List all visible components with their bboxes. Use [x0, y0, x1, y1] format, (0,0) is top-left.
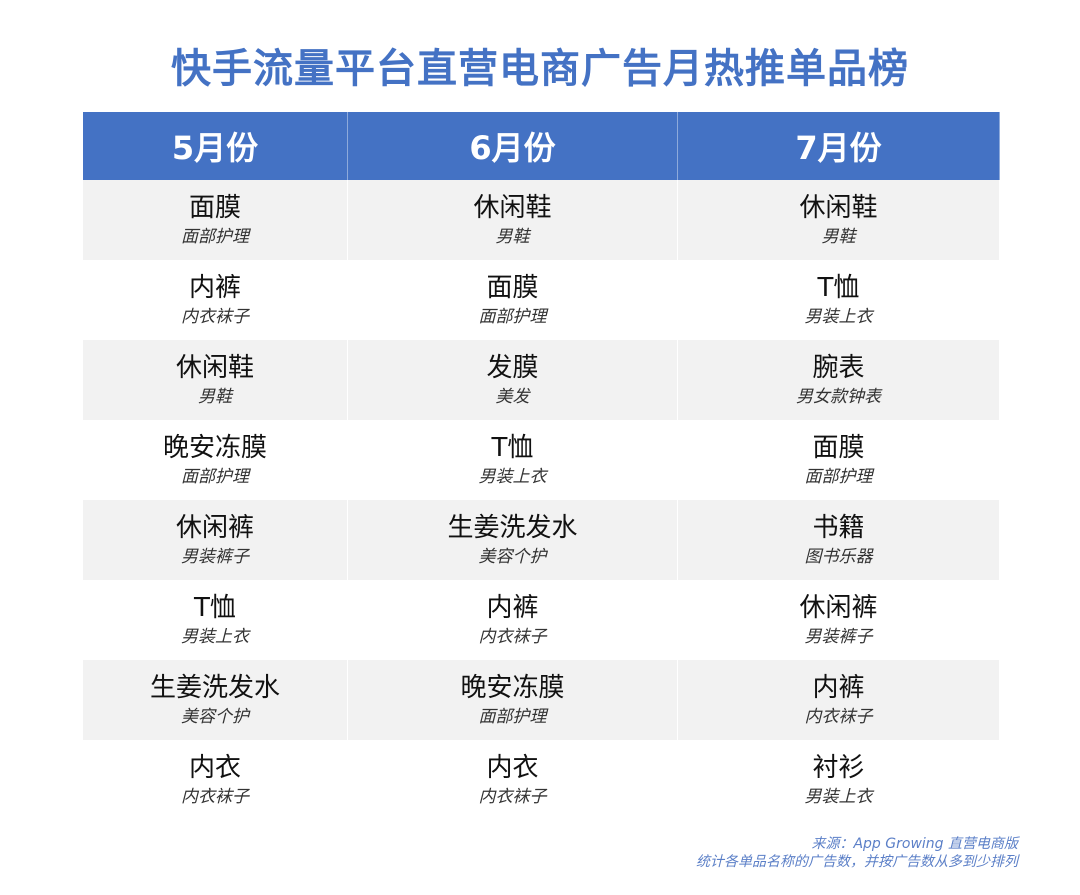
- table-cell-may-rank-3: 休闲鞋 男鞋: [83, 340, 348, 420]
- product-category: 男装上衣: [181, 627, 249, 647]
- product-category: 内衣袜子: [478, 627, 547, 647]
- product-category: 内衣袜子: [804, 707, 873, 727]
- table-cell-july-rank-1: 休闲鞋 男鞋: [678, 180, 1000, 260]
- table-cell-june-rank-7: 晚安冻膜 面部护理: [348, 660, 678, 740]
- product-name: 晚安冻膜: [460, 673, 565, 703]
- ranking-table: 5月份 6月份 7月份 面膜 面部护理 休闲鞋 男鞋 休闲鞋 男鞋 内裤 内衣袜子 面膜 面部护理…: [83, 112, 1000, 820]
- method-note: 统计各单品名称的广告数，并按广告数从多到少排列: [696, 854, 1018, 870]
- table-cell-june-rank-1: 休闲鞋 男鞋: [348, 180, 678, 260]
- table-cell-july-rank-4: 面膜 面部护理: [678, 420, 1000, 500]
- product-name: 面膜: [812, 433, 865, 463]
- source-note: 来源：App Growing 直营电商版: [811, 836, 1018, 852]
- table-cell-may-rank-5: 休闲裤 男装裤子: [83, 500, 348, 580]
- table-cell-july-rank-7: 内裤 内衣袜子: [678, 660, 1000, 740]
- product-name: 内裤: [812, 673, 865, 703]
- product-name: 面膜: [188, 193, 241, 223]
- product-category: 男鞋: [198, 387, 232, 407]
- product-category: 面部护理: [478, 707, 547, 727]
- product-category: 男装裤子: [181, 547, 249, 567]
- product-name: 休闲鞋: [799, 193, 878, 223]
- table-cell-may-rank-6: T恤男装上衣: [83, 580, 348, 660]
- product-name: 内衣: [188, 753, 241, 783]
- product-name: 书籍: [812, 513, 865, 543]
- table-cell-june-rank-2: 面膜 面部护理: [348, 260, 678, 340]
- table-cell-june-rank-3: 发膜 美发: [348, 340, 678, 420]
- product-name: 面膜: [486, 273, 539, 303]
- product-name: 内裤: [188, 273, 241, 303]
- product-name: T恤: [194, 593, 236, 623]
- page-title: 快手流量平台直营电商广告月热推单品榜: [171, 46, 909, 92]
- table-cell-june-rank-6: 内裤 内衣袜子: [348, 580, 678, 660]
- table-cell-july-rank-6: 休闲裤 男装裤子: [678, 580, 1000, 660]
- table-cell-may-rank-8: 内衣 内衣袜子: [83, 740, 348, 820]
- product-category: 男装上衣: [804, 787, 873, 807]
- product-name: 休闲裤: [799, 593, 878, 623]
- product-category: 男鞋: [821, 227, 856, 247]
- table-cell-july-rank-2: T恤男装上衣: [678, 260, 1000, 340]
- column-header-may: 5月份: [83, 112, 348, 180]
- product-name: 生姜洗发水: [149, 673, 280, 703]
- product-category: 内衣袜子: [181, 787, 249, 807]
- product-category: 美发: [495, 387, 530, 407]
- table-cell-june-rank-8: 内衣 内衣袜子: [348, 740, 678, 820]
- column-header-june: 6月份: [348, 112, 678, 180]
- table-cell-may-rank-4: 晚安冻膜 面部护理: [83, 420, 348, 500]
- product-category: 内衣袜子: [181, 307, 249, 327]
- product-name: 休闲鞋: [175, 353, 254, 383]
- table-cell-july-rank-3: 腕表 男女款钟表: [678, 340, 1000, 420]
- table-cell-june-rank-5: 生姜洗发水 美容个护: [348, 500, 678, 580]
- product-name: 内衣: [486, 753, 539, 783]
- product-name: 衬衫: [812, 753, 865, 783]
- product-category: 男装上衣: [478, 467, 547, 487]
- table-cell-may-rank-1: 面膜 面部护理: [83, 180, 348, 260]
- product-category: 美容个护: [181, 707, 249, 727]
- product-name: 晚安冻膜: [162, 433, 267, 463]
- table-cell-july-rank-5: 书籍 图书乐器: [678, 500, 1000, 580]
- product-category: 内衣袜子: [478, 787, 547, 807]
- product-category: 图书乐器: [804, 547, 873, 567]
- product-name: T恤: [817, 273, 860, 303]
- table-cell-may-rank-7: 生姜洗发水 美容个护: [83, 660, 348, 740]
- product-category: 美容个护: [478, 547, 547, 567]
- product-name: 发膜: [486, 353, 539, 383]
- product-name: 生姜洗发水: [447, 513, 578, 543]
- product-category: 男装上衣: [804, 307, 873, 327]
- table-cell-june-rank-4: T恤男装上衣: [348, 420, 678, 500]
- column-header-july: 7月份: [678, 112, 1000, 180]
- product-category: 面部护理: [181, 467, 249, 487]
- table-cell-july-rank-8: 衬衫 男装上衣: [678, 740, 1000, 820]
- product-category: 男装裤子: [804, 627, 873, 647]
- product-name: 内裤: [486, 593, 539, 623]
- product-category: 男鞋: [495, 227, 530, 247]
- product-category: 面部护理: [478, 307, 547, 327]
- product-name: 休闲鞋: [473, 193, 552, 223]
- product-name: 腕表: [812, 353, 865, 383]
- product-name: 休闲裤: [175, 513, 254, 543]
- table-cell-may-rank-2: 内裤 内衣袜子: [83, 260, 348, 340]
- product-name: T恤: [491, 433, 534, 463]
- product-category: 男女款钟表: [796, 387, 881, 407]
- product-category: 面部护理: [804, 467, 873, 487]
- product-category: 面部护理: [181, 227, 249, 247]
